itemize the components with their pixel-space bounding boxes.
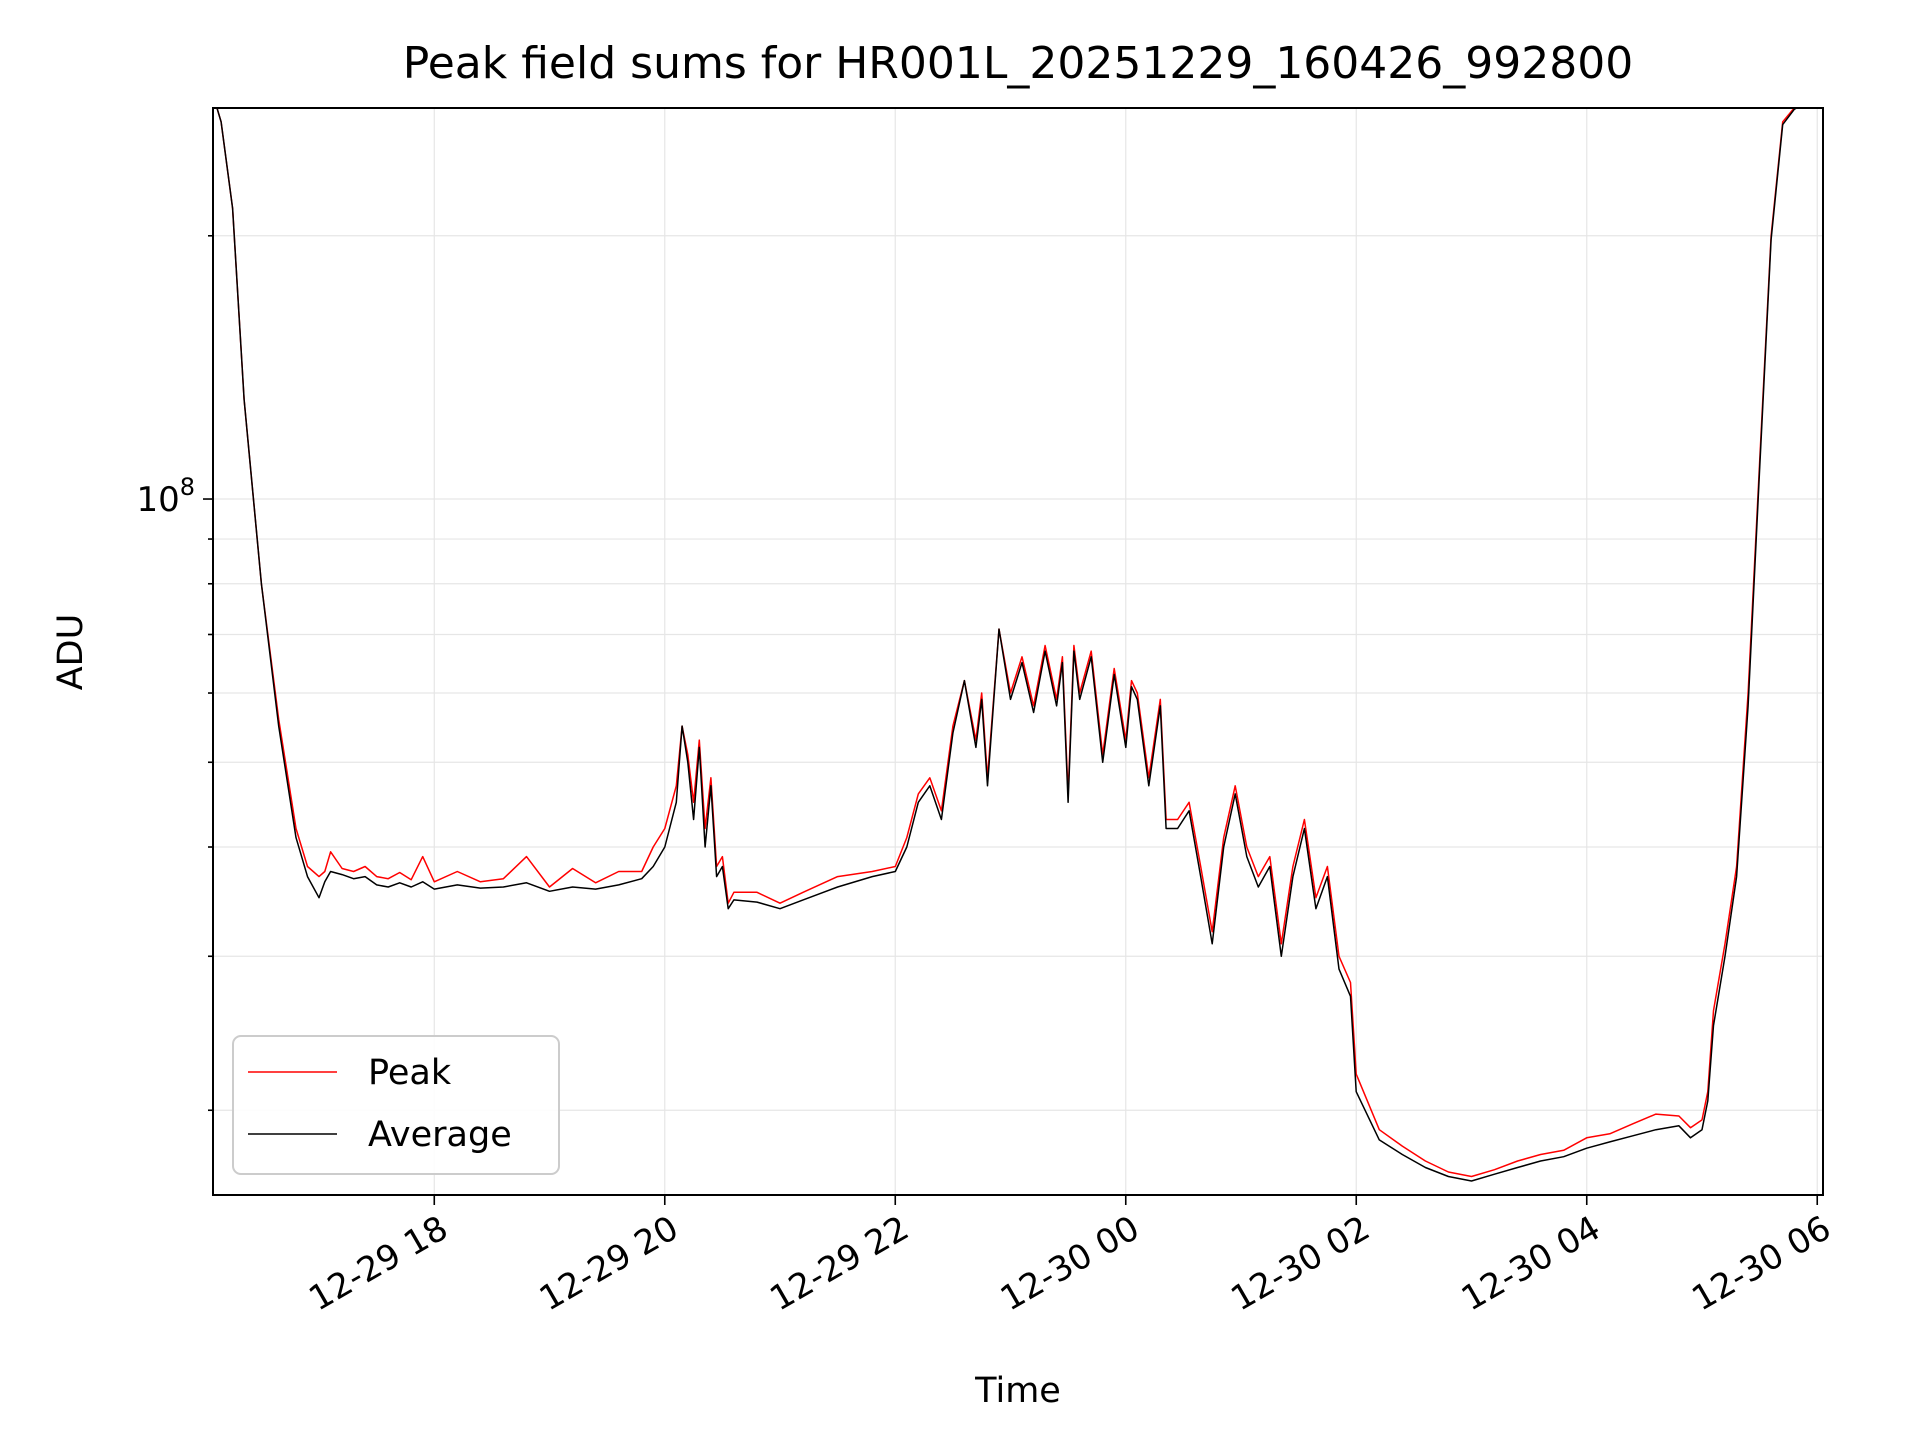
chart-title: Peak field sums for HR001L_20251229_1604…	[403, 38, 1634, 89]
y-tick-label-exponent: 8	[180, 473, 195, 501]
plot-area	[216, 108, 1799, 1182]
legend-frame	[232, 1035, 560, 1175]
grid	[213, 108, 1823, 1195]
legend: Peak Average	[232, 1035, 560, 1175]
axes-frame	[212, 107, 1824, 1196]
y-tick-label-major: 108	[136, 473, 195, 520]
y-tick-label-base: 10	[136, 480, 179, 520]
series-line-peak	[216, 108, 1796, 1178]
y-axis: 108	[136, 234, 213, 1112]
y-axis-label: ADU	[51, 614, 91, 691]
series-line-average	[216, 108, 1799, 1182]
x-axis-label: Time	[974, 1371, 1061, 1411]
legend-label-peak: Peak	[368, 1053, 452, 1093]
legend-label-average: Average	[368, 1115, 512, 1155]
